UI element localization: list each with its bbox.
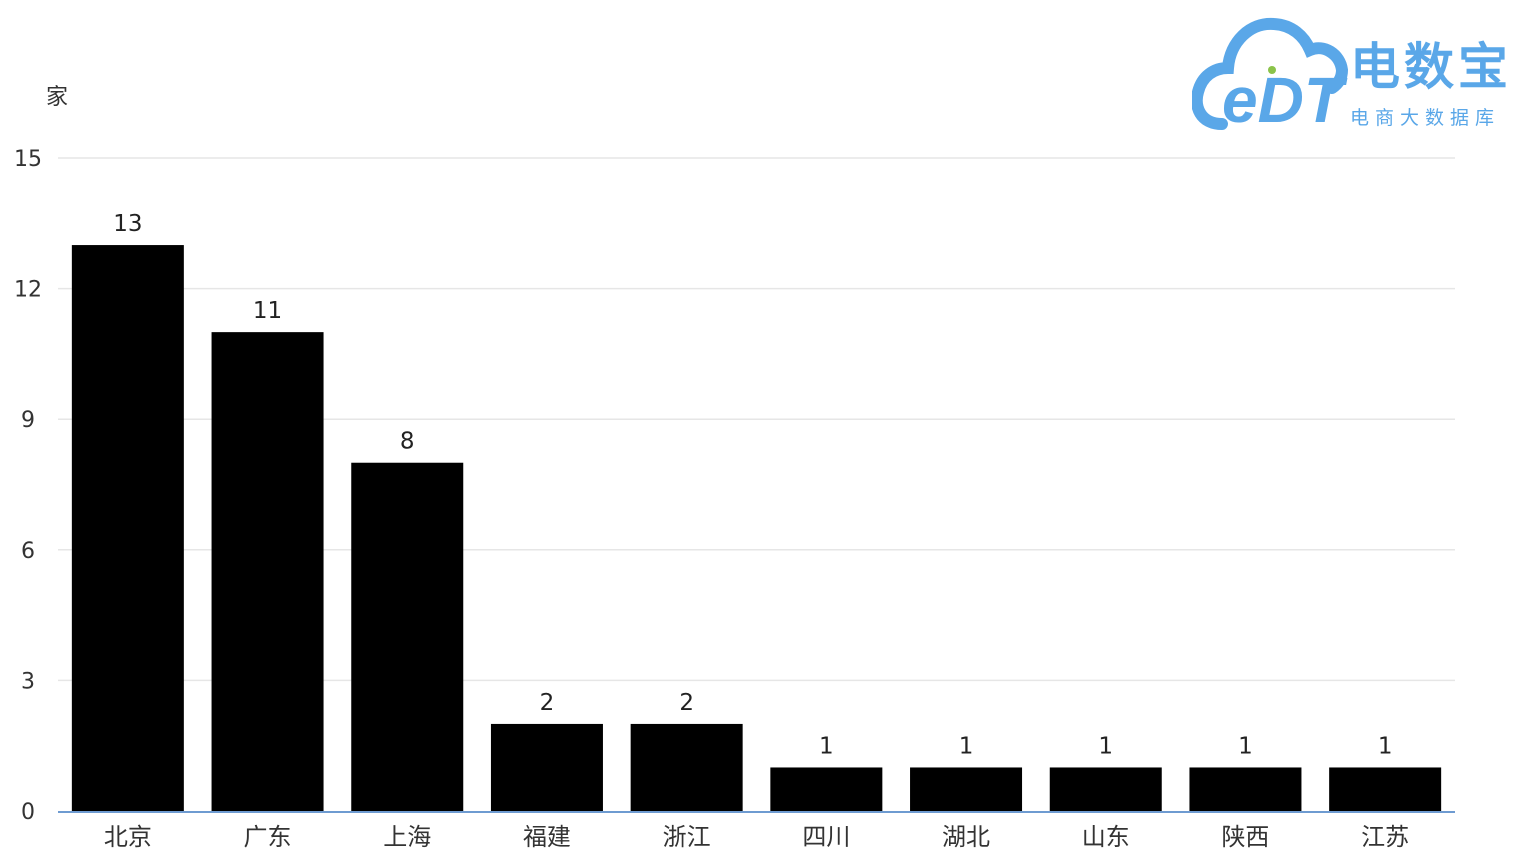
logo: eDT 电数宝 电商大数据库 bbox=[1192, 17, 1512, 132]
x-tick-label: 陕西 bbox=[1221, 823, 1269, 851]
bar bbox=[1049, 767, 1162, 811]
bar bbox=[211, 332, 324, 811]
x-tick-label: 浙江 bbox=[663, 823, 711, 851]
x-tick-label: 北京 bbox=[104, 823, 152, 851]
data-label: 1 bbox=[1378, 733, 1393, 759]
bar bbox=[1189, 767, 1302, 811]
x-tick-label: 江苏 bbox=[1361, 823, 1409, 851]
y-axis: 0 3 6 9 12 15 bbox=[14, 147, 42, 825]
data-label: 2 bbox=[540, 690, 555, 716]
x-tick-label: 福建 bbox=[523, 823, 571, 851]
y-axis-unit: 家 bbox=[46, 85, 68, 110]
bar bbox=[770, 767, 883, 811]
y-tick-label: 3 bbox=[21, 669, 35, 694]
x-tick-label: 广东 bbox=[244, 823, 292, 851]
x-tick-label: 山东 bbox=[1082, 823, 1130, 851]
x-tick-label: 四川 bbox=[802, 823, 850, 851]
y-tick-label: 6 bbox=[21, 539, 35, 564]
x-tick-label: 湖北 bbox=[942, 823, 990, 851]
data-label: 1 bbox=[959, 733, 974, 759]
logo-name: 电数宝 bbox=[1350, 38, 1512, 96]
bar bbox=[1329, 767, 1442, 811]
bars bbox=[71, 245, 1442, 812]
x-tick-label: 上海 bbox=[383, 823, 431, 851]
data-label: 1 bbox=[1238, 733, 1253, 759]
logo-tagline: 电商大数据库 bbox=[1350, 107, 1500, 129]
y-tick-label: 15 bbox=[14, 147, 42, 172]
y-tick-label: 9 bbox=[21, 408, 35, 433]
bar bbox=[71, 245, 184, 812]
bar bbox=[351, 462, 464, 811]
data-label: 11 bbox=[253, 298, 282, 324]
data-label: 1 bbox=[819, 733, 834, 759]
bar bbox=[490, 723, 603, 811]
logo-mark: eDT bbox=[1222, 64, 1348, 132]
data-label: 2 bbox=[679, 690, 694, 716]
x-axis: 北京 广东 上海 福建 浙江 四川 湖北 山东 陕西 江苏 bbox=[58, 811, 1455, 851]
y-tick-label: 12 bbox=[14, 278, 42, 303]
bar bbox=[630, 723, 743, 811]
data-label: 13 bbox=[113, 211, 142, 237]
cloud-logo-icon: eDT bbox=[1192, 17, 1349, 132]
y-tick-label: 0 bbox=[21, 800, 35, 825]
bar bbox=[910, 767, 1023, 811]
data-label: 1 bbox=[1098, 733, 1113, 759]
data-label: 8 bbox=[400, 429, 415, 455]
